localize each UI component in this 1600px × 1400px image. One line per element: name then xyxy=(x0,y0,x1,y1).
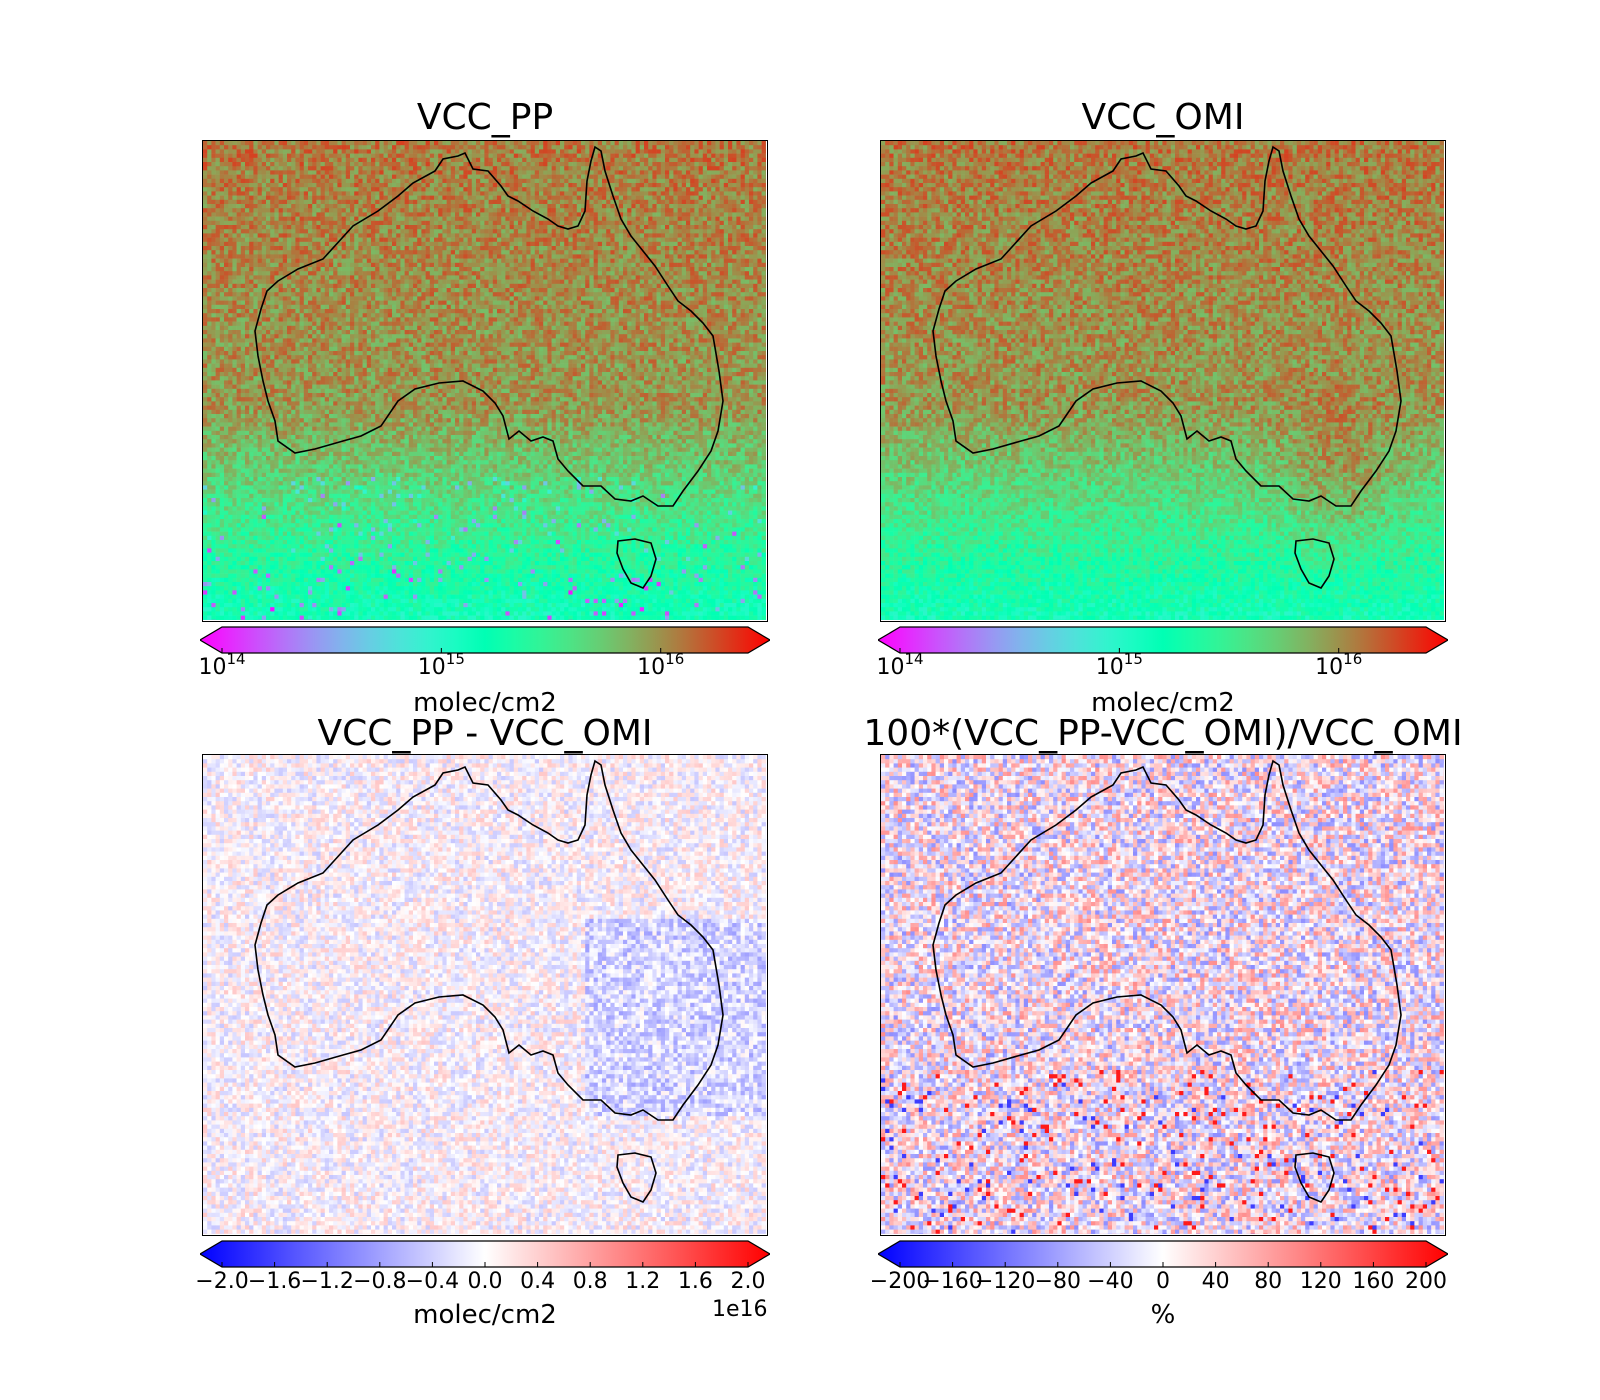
heatmap-difference xyxy=(202,754,768,1236)
colorbar-tick-label: 80 xyxy=(1254,1270,1282,1294)
colorbar-tick-label: 1.6 xyxy=(678,1270,713,1294)
colorbar-tick-label: −0.8 xyxy=(353,1270,406,1294)
colorbar-gradient xyxy=(200,627,770,653)
colorbar-difference xyxy=(200,1240,770,1268)
colorbar-tick-label: 1014 xyxy=(198,656,245,680)
colorbar-tick-label: −0.4 xyxy=(406,1270,459,1294)
colorbar-offset-label: 1e16 xyxy=(712,1298,768,1322)
colorbar-tick-label: −160 xyxy=(922,1270,982,1294)
colorbar-tick-label: −40 xyxy=(1087,1270,1133,1294)
colorbar-tick-label: 120 xyxy=(1300,1270,1342,1294)
colorbar-tick-label: 1016 xyxy=(1315,656,1362,680)
colorbar-vcc-omi xyxy=(878,626,1448,654)
colorbar-tick-label: −1.2 xyxy=(300,1270,353,1294)
colorbar-tick-label: −2.0 xyxy=(195,1270,248,1294)
colorbar-gradient xyxy=(878,627,1448,653)
colorbar-tick-label: 40 xyxy=(1202,1270,1230,1294)
heatmap-vcc-omi xyxy=(880,140,1446,622)
colorbar-tick-label: −80 xyxy=(1035,1270,1081,1294)
heatmap-vcc-pp xyxy=(202,140,768,622)
heatmap-cells xyxy=(203,755,766,1234)
colorbar-vcc-pp xyxy=(200,626,770,654)
heatmap-cells xyxy=(881,755,1444,1234)
colorbar-tick-label: 1014 xyxy=(876,656,923,680)
colorbar-tick-label: 1.2 xyxy=(625,1270,660,1294)
colorbar-tick-label: 160 xyxy=(1352,1270,1394,1294)
colorbar-tick-label: −200 xyxy=(870,1270,930,1294)
panel-title-difference: VCC_PP - VCC_OMI xyxy=(202,714,768,754)
colorbar-tick-label: 0.0 xyxy=(468,1270,503,1294)
heatmap-cells xyxy=(881,141,1444,620)
panel-title-vcc-pp: VCC_PP xyxy=(202,98,768,138)
colorbar-tick-label: −1.6 xyxy=(248,1270,301,1294)
heatmap-percent-difference xyxy=(880,754,1446,1236)
colorbar-percent-difference xyxy=(878,1240,1448,1268)
colorbar-tick-label: 0.4 xyxy=(520,1270,555,1294)
colorbar-tick-label: 1016 xyxy=(637,656,684,680)
colorbar-unit-label: % xyxy=(880,1300,1446,1330)
colorbar-unit-label: molec/cm2 xyxy=(202,1300,768,1330)
colorbar-tick-label: −120 xyxy=(975,1270,1035,1294)
colorbar-tick-label: 0 xyxy=(1156,1270,1170,1294)
panel-title-vcc-omi: VCC_OMI xyxy=(880,98,1446,138)
colorbar-tick-label: 200 xyxy=(1405,1270,1447,1294)
colorbar-tick-label: 1015 xyxy=(1096,656,1143,680)
colorbar-tick-label: 1015 xyxy=(418,656,465,680)
panel-title-percent-difference: 100*(VCC_PP-VCC_OMI)/VCC_OMI xyxy=(820,714,1506,754)
heatmap-cells xyxy=(203,141,766,620)
colorbar-tick-label: 0.8 xyxy=(573,1270,608,1294)
colorbar-tick-label: 2.0 xyxy=(731,1270,766,1294)
